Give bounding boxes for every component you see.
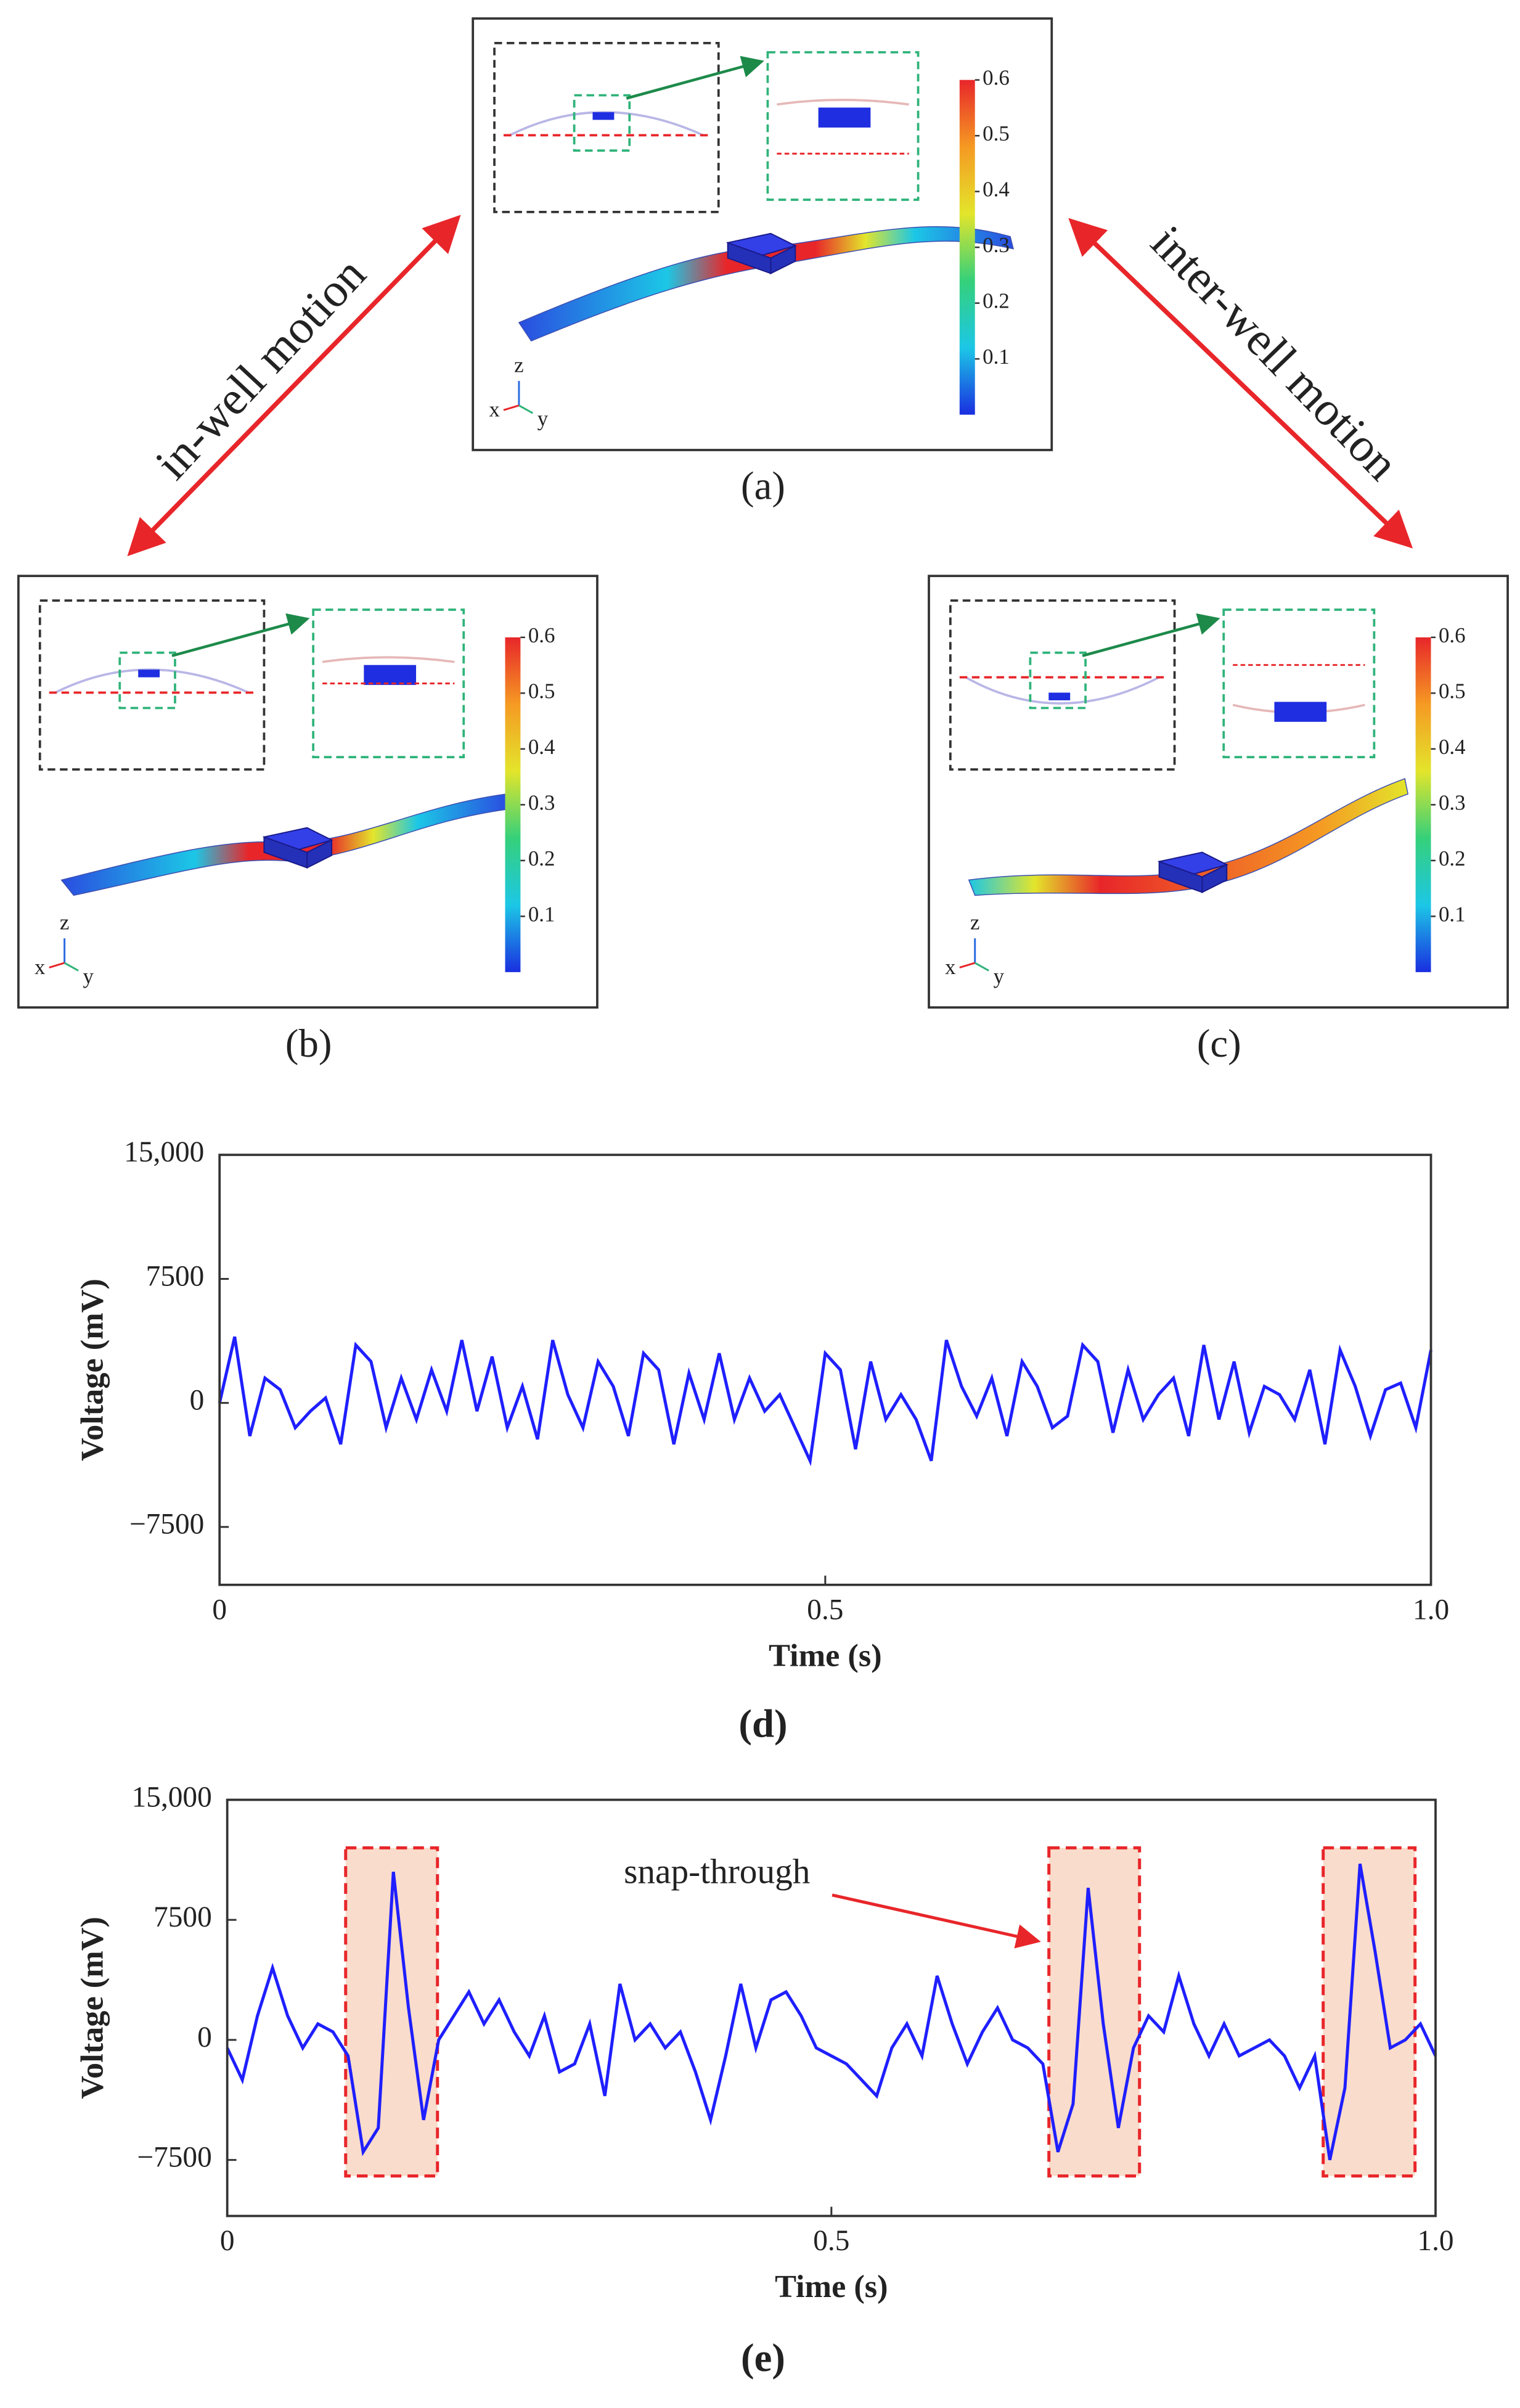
x-tick-label: 1.0 bbox=[1417, 2225, 1453, 2257]
colorbar-tick-label: 0.5 bbox=[528, 679, 555, 703]
zoom-view bbox=[312, 608, 465, 759]
colorbar-tick-label: 0.1 bbox=[528, 902, 555, 926]
triad-x bbox=[49, 962, 65, 969]
zoom-view bbox=[766, 51, 920, 201]
sim-panel: 0.6 0.5 0.4 0.3 0.2 0.1 zx y bbox=[928, 575, 1509, 1009]
colorbar-tick-label: 0.4 bbox=[983, 178, 1010, 202]
inset-box bbox=[493, 42, 720, 213]
chart-label: (e) bbox=[741, 2336, 785, 2380]
zoom-mass bbox=[818, 107, 871, 128]
y-axis-label: Voltage (mV) bbox=[74, 1917, 110, 2099]
y-tick-label: 0 bbox=[190, 1385, 205, 1417]
colorbar-tick-label: 0.6 bbox=[983, 66, 1010, 90]
x-tick-label: 1.0 bbox=[1413, 1594, 1449, 1626]
voltage-line bbox=[218, 1336, 1432, 1467]
zoom-beam bbox=[322, 656, 455, 663]
colorbar-tick-label: 0.6 bbox=[528, 623, 555, 647]
colorbar bbox=[505, 637, 521, 972]
triad-y bbox=[63, 962, 79, 972]
zoom-box bbox=[1029, 651, 1087, 710]
motion-arrow bbox=[1068, 218, 1413, 549]
zoom-mass bbox=[1274, 702, 1327, 722]
annotation: snap-through bbox=[624, 1853, 810, 1891]
colorbar-tick-label: 0.1 bbox=[983, 345, 1010, 369]
x-tick-label: 0.5 bbox=[813, 2225, 849, 2257]
zoom-box bbox=[573, 94, 631, 152]
axis-letter: x bbox=[35, 955, 45, 979]
colorbar-tick-label: 0.1 bbox=[1439, 902, 1466, 926]
inset-mass bbox=[138, 670, 160, 678]
colorbar-tick-label: 0.3 bbox=[528, 790, 555, 814]
triad-x bbox=[959, 962, 976, 969]
inset-mass bbox=[1048, 692, 1071, 700]
inset-box bbox=[949, 599, 1176, 771]
x-tick-label: 0 bbox=[212, 1594, 227, 1626]
proof-mass-side bbox=[263, 836, 333, 869]
axis-letter: z bbox=[60, 911, 69, 935]
zoom-arrow bbox=[171, 613, 310, 657]
panel-label: (c) bbox=[1197, 1022, 1241, 1066]
zoom-arrow bbox=[626, 55, 764, 100]
chart-label: (d) bbox=[738, 1702, 787, 1746]
colorbar-tick-label: 0.5 bbox=[1439, 679, 1466, 703]
y-tick-label: 15,000 bbox=[124, 1136, 204, 1168]
axis-letter: y bbox=[83, 964, 94, 988]
x-tick-label: 0.5 bbox=[807, 1594, 843, 1626]
panel-label: (a) bbox=[741, 464, 785, 509]
sim-panel: 0.6 0.5 0.4 0.3 0.2 0.1 zx y bbox=[472, 17, 1053, 451]
colorbar-tick-label: 0.2 bbox=[1439, 846, 1466, 870]
panel-frame bbox=[928, 575, 1509, 1009]
y-tick-label: 7500 bbox=[153, 1901, 212, 1933]
motion-label: in-well motion bbox=[145, 247, 375, 489]
axis-letter: y bbox=[994, 964, 1005, 988]
y-tick-label: 15,000 bbox=[132, 1781, 212, 1813]
colorbar-tick-label: 0.5 bbox=[983, 121, 1010, 145]
x-axis-label: Time (s) bbox=[769, 1637, 882, 1673]
colorbar bbox=[1415, 637, 1431, 972]
colorbar-tick-label: 0.3 bbox=[1439, 790, 1466, 814]
snap-through-region bbox=[1047, 1846, 1142, 2178]
annotation-arrow bbox=[832, 1893, 1041, 1949]
triad-x bbox=[503, 404, 520, 411]
x-tick-label: 0 bbox=[220, 2225, 235, 2257]
axis-letter: x bbox=[489, 398, 499, 422]
colorbar-tick-label: 0.3 bbox=[983, 233, 1010, 257]
axis-letter: x bbox=[945, 955, 955, 979]
y-tick-label: −7500 bbox=[137, 2141, 211, 2173]
plot-frame bbox=[218, 1153, 1432, 1586]
colorbar-tick-label: 0.6 bbox=[1439, 623, 1466, 647]
voltage-line bbox=[226, 1863, 1437, 2161]
colorbar-tick-label: 0.4 bbox=[528, 735, 555, 759]
colorbar-tick-label: 0.4 bbox=[1439, 735, 1466, 759]
colorbar-tick-label: 0.2 bbox=[983, 289, 1010, 313]
zoom-box bbox=[118, 651, 176, 710]
proof-mass-side bbox=[1158, 861, 1228, 893]
y-tick-label: 7500 bbox=[146, 1260, 205, 1292]
panel-frame bbox=[17, 575, 599, 1009]
zoom-view bbox=[1222, 608, 1376, 759]
triad-y bbox=[975, 962, 989, 972]
sim-panel: 0.6 0.5 0.4 0.3 0.2 0.1 zx y bbox=[17, 575, 599, 1009]
y-tick-label: −7500 bbox=[129, 1509, 204, 1541]
axis-letter: z bbox=[514, 353, 523, 377]
y-axis-label: Voltage (mV) bbox=[74, 1279, 110, 1461]
colorbar bbox=[959, 80, 975, 415]
triad-y bbox=[518, 404, 534, 414]
inset-beam bbox=[965, 676, 1160, 705]
axis-letter: y bbox=[537, 407, 549, 431]
panel-label: (b) bbox=[285, 1022, 332, 1066]
zoom-beam bbox=[777, 99, 909, 106]
motion-label: inter-well motion bbox=[1141, 215, 1409, 490]
colorbar-tick-label: 0.2 bbox=[528, 846, 555, 870]
x-axis-label: Time (s) bbox=[775, 2269, 888, 2304]
inset-mass bbox=[592, 112, 615, 120]
zoom-arrow bbox=[1082, 613, 1220, 657]
y-tick-label: 0 bbox=[197, 2021, 212, 2054]
inset-box bbox=[38, 599, 266, 771]
motion-arrow bbox=[127, 215, 461, 557]
axis-letter: z bbox=[970, 911, 979, 935]
zoom-mass bbox=[364, 665, 417, 686]
proof-mass-side bbox=[727, 242, 796, 275]
